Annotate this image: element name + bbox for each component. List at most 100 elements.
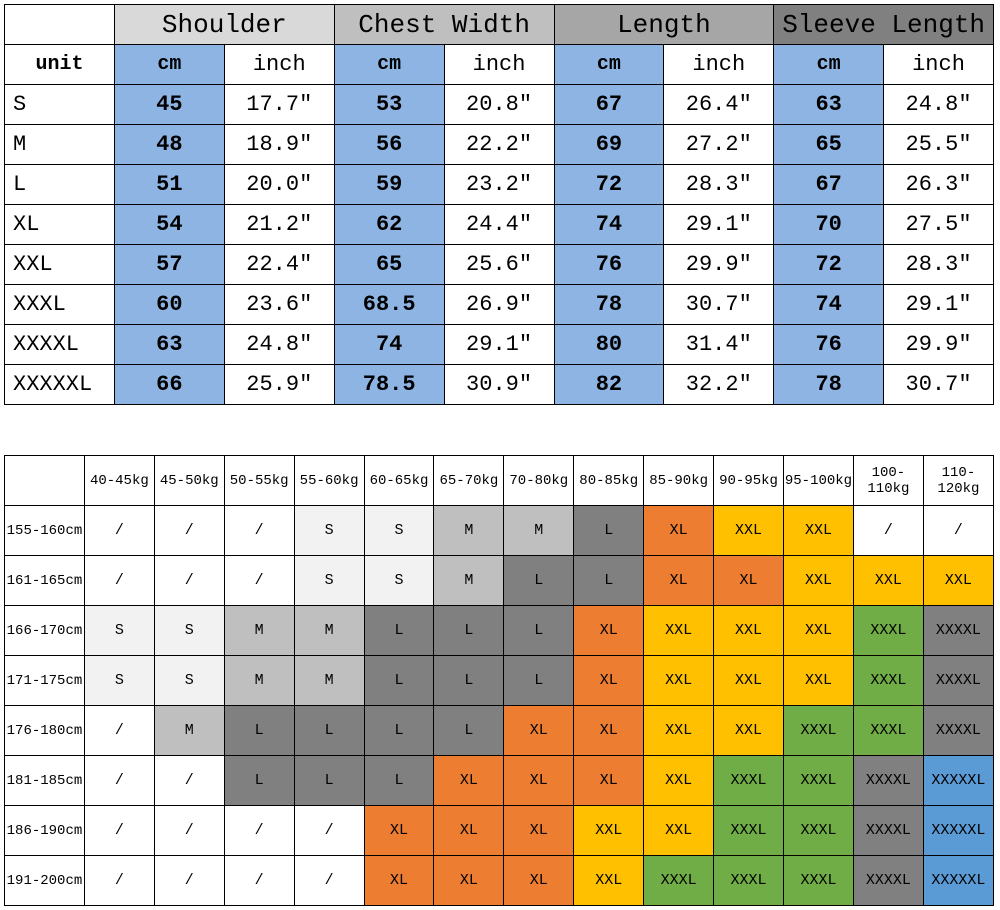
- recommendation-cell: XXL: [784, 606, 854, 656]
- inch-value: 31.4": [664, 325, 774, 365]
- recommendation-cell: XL: [574, 706, 644, 756]
- recommendation-cell: XXL: [714, 506, 784, 556]
- inch-value: 27.2": [664, 125, 774, 165]
- recommendation-cell: XXL: [923, 556, 993, 606]
- recommendation-cell: /: [154, 506, 224, 556]
- recommendation-cell: XXL: [644, 806, 714, 856]
- recommendation-cell: XXXL: [853, 706, 923, 756]
- recommendation-cell: S: [84, 606, 154, 656]
- weight-header: 60-65kg: [364, 456, 434, 506]
- inch-value: 30.7": [664, 285, 774, 325]
- height-header: 155-160cm: [5, 506, 85, 556]
- inch-value: 23.2": [444, 165, 554, 205]
- measurement-header: Sleeve Length: [774, 5, 994, 45]
- recommendation-cell: XL: [364, 856, 434, 906]
- inch-value: 28.3": [664, 165, 774, 205]
- recommendation-cell: /: [294, 856, 364, 906]
- height-header: 166-170cm: [5, 606, 85, 656]
- recommendation-cell: M: [154, 706, 224, 756]
- recommendation-cell: L: [294, 706, 364, 756]
- size-recommendation-table: 40-45kg45-50kg50-55kg55-60kg60-65kg65-70…: [4, 455, 994, 906]
- height-header: 191-200cm: [5, 856, 85, 906]
- recommendation-cell: XXL: [574, 806, 644, 856]
- height-header: 181-185cm: [5, 756, 85, 806]
- cm-value: 51: [114, 165, 224, 205]
- recommendation-cell: XXXXL: [923, 656, 993, 706]
- weight-header: 55-60kg: [294, 456, 364, 506]
- recommendation-cell: /: [853, 506, 923, 556]
- inch-value: 26.3": [884, 165, 994, 205]
- cm-value: 62: [334, 205, 444, 245]
- recommendation-cell: M: [224, 656, 294, 706]
- measurement-header: Length: [554, 5, 774, 45]
- recommendation-cell: XXXL: [714, 856, 784, 906]
- recommendation-cell: XXL: [714, 706, 784, 756]
- recommendation-cell: L: [224, 756, 294, 806]
- inch-value: 30.9": [444, 365, 554, 405]
- cm-value: 76: [774, 325, 884, 365]
- recommendation-cell: L: [504, 556, 574, 606]
- unit-label: unit: [5, 45, 115, 85]
- recommendation-cell: XXXXL: [853, 756, 923, 806]
- recommendation-cell: XL: [504, 806, 574, 856]
- size-label: S: [5, 85, 115, 125]
- recommendation-cell: XXXL: [784, 706, 854, 756]
- recommendation-cell: L: [574, 506, 644, 556]
- inch-value: 28.3": [884, 245, 994, 285]
- weight-header: 50-55kg: [224, 456, 294, 506]
- recommendation-cell: S: [294, 556, 364, 606]
- recommendation-cell: L: [574, 556, 644, 606]
- recommendation-cell: M: [224, 606, 294, 656]
- recommendation-cell: XXXL: [784, 806, 854, 856]
- recommendation-cell: /: [224, 506, 294, 556]
- cm-value: 59: [334, 165, 444, 205]
- inch-value: 18.9": [224, 125, 334, 165]
- weight-header: 110-120kg: [923, 456, 993, 506]
- height-header: 186-190cm: [5, 806, 85, 856]
- recommendation-cell: S: [294, 506, 364, 556]
- cm-value: 56: [334, 125, 444, 165]
- weight-header: 80-85kg: [574, 456, 644, 506]
- inch-value: 32.2": [664, 365, 774, 405]
- cm-value: 60: [114, 285, 224, 325]
- recommendation-cell: XXXXL: [853, 806, 923, 856]
- unit-inch-header: inch: [884, 45, 994, 85]
- inch-value: 27.5": [884, 205, 994, 245]
- recommendation-cell: XXL: [853, 556, 923, 606]
- cm-value: 80: [554, 325, 664, 365]
- unit-cm-header: cm: [774, 45, 884, 85]
- recommendation-cell: L: [224, 706, 294, 756]
- recommendation-cell: S: [84, 656, 154, 706]
- inch-value: 25.6": [444, 245, 554, 285]
- recommendation-cell: XXL: [784, 556, 854, 606]
- recommendation-cell: /: [84, 556, 154, 606]
- cm-value: 63: [114, 325, 224, 365]
- recommendation-cell: M: [434, 556, 504, 606]
- recommendation-cell: XXL: [714, 606, 784, 656]
- recommendation-cell: /: [84, 806, 154, 856]
- cm-value: 66: [114, 365, 224, 405]
- blank-corner: [5, 456, 85, 506]
- inch-value: 24.4": [444, 205, 554, 245]
- cm-value: 70: [774, 205, 884, 245]
- weight-header: 95-100kg: [784, 456, 854, 506]
- inch-value: 20.0": [224, 165, 334, 205]
- recommendation-cell: XXXL: [853, 606, 923, 656]
- recommendation-cell: S: [154, 606, 224, 656]
- recommendation-cell: /: [154, 556, 224, 606]
- recommendation-cell: L: [364, 756, 434, 806]
- cm-value: 67: [774, 165, 884, 205]
- recommendation-cell: S: [364, 556, 434, 606]
- recommendation-cell: L: [294, 756, 364, 806]
- unit-inch-header: inch: [224, 45, 334, 85]
- recommendation-cell: XXL: [644, 706, 714, 756]
- cm-value: 74: [554, 205, 664, 245]
- recommendation-cell: L: [434, 606, 504, 656]
- inch-value: 17.7": [224, 85, 334, 125]
- recommendation-cell: XL: [434, 806, 504, 856]
- inch-value: 23.6": [224, 285, 334, 325]
- recommendation-cell: XXL: [714, 656, 784, 706]
- recommendation-cell: XXL: [574, 856, 644, 906]
- recommendation-cell: M: [294, 606, 364, 656]
- inch-value: 20.8": [444, 85, 554, 125]
